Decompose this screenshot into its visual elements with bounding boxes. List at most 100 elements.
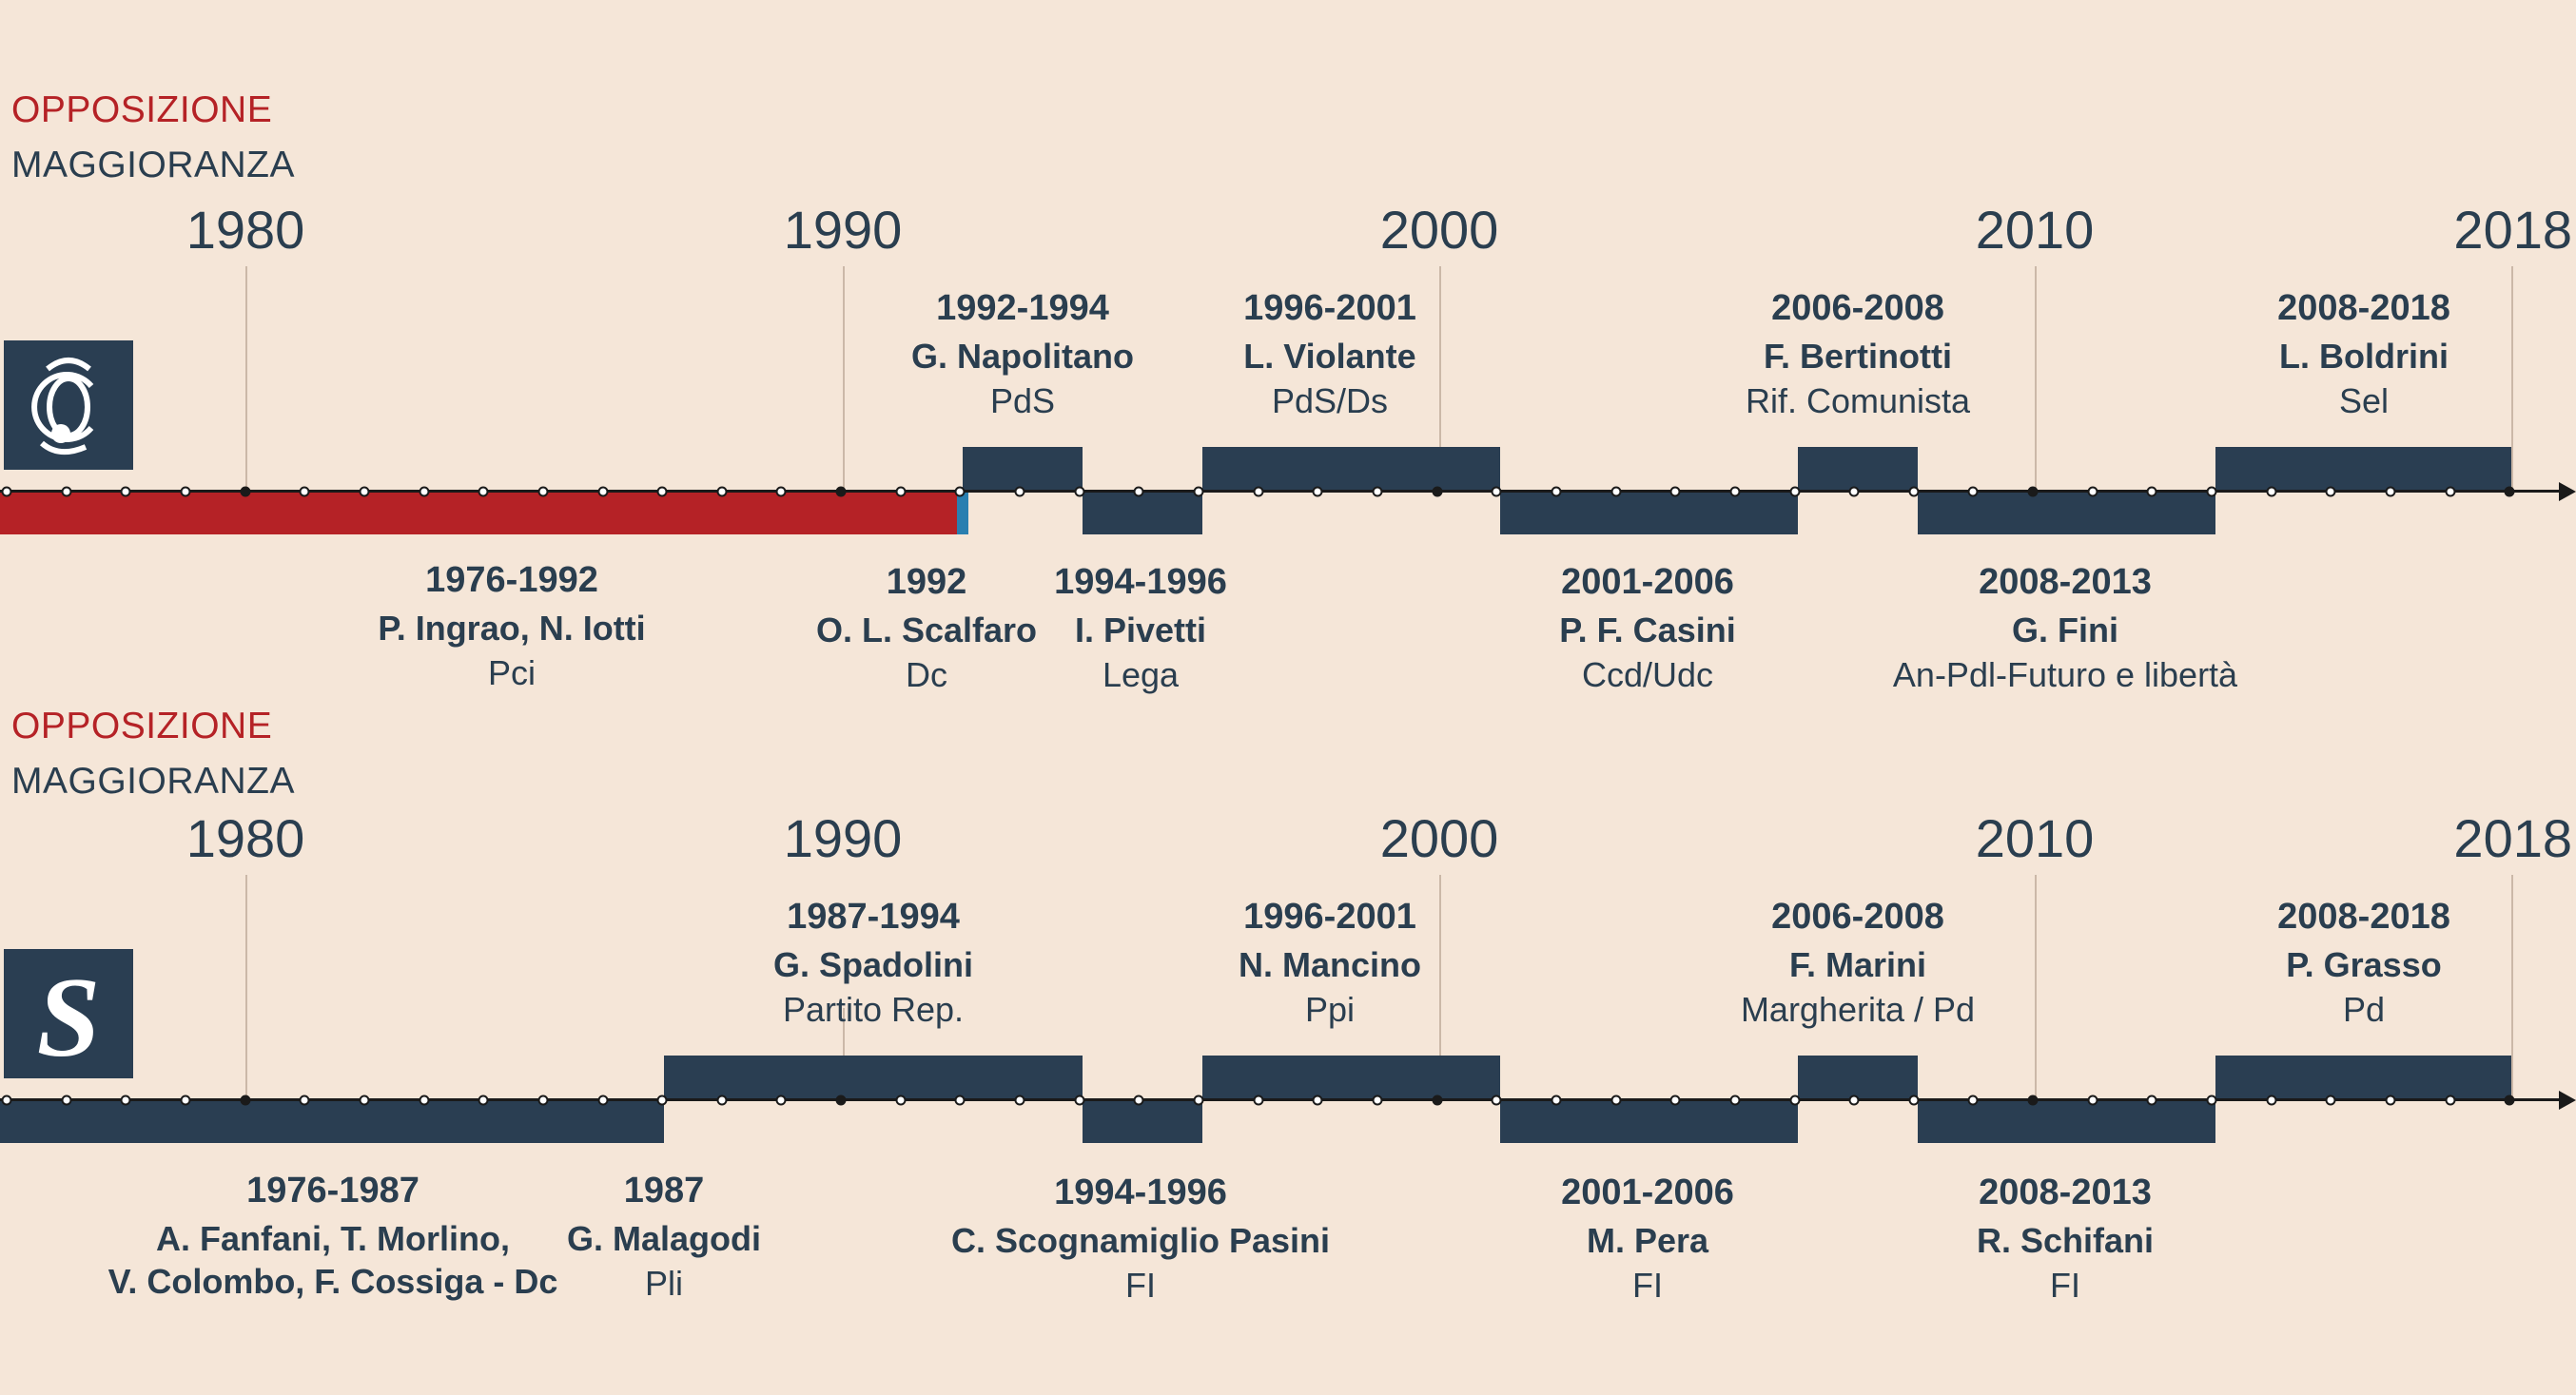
gridline xyxy=(2035,875,2037,1099)
bar-boldrini xyxy=(2215,447,2511,491)
year-tick xyxy=(2504,1095,2515,1106)
year-tick xyxy=(2325,486,2336,497)
year-tick xyxy=(1789,1095,1800,1106)
year-tick xyxy=(1133,486,1144,497)
year-tick xyxy=(1,1095,12,1106)
year-tick xyxy=(1253,1095,1264,1106)
timeline-axis xyxy=(0,1098,2559,1101)
gridline xyxy=(1439,266,1441,453)
year-tick xyxy=(2325,1095,2336,1106)
label-pera: 2001-2006 M. Pera FI xyxy=(1561,1172,1734,1305)
gridline xyxy=(2511,875,2513,1099)
year-tick xyxy=(2027,486,2039,497)
year-tick xyxy=(954,1095,966,1106)
year-tick xyxy=(2146,486,2157,497)
year-tick xyxy=(1967,1095,1979,1106)
year-2018: 2018 xyxy=(2453,808,2572,868)
bar-pera xyxy=(1500,1099,1798,1143)
bar-grasso xyxy=(2215,1056,2511,1099)
year-tick xyxy=(2385,486,2396,497)
year-2000: 2000 xyxy=(1379,808,1499,868)
year-tick xyxy=(1432,486,1443,497)
legend-majority: MAGGIORANZA xyxy=(11,761,296,802)
legend-opposition: OPPOSIZIONE xyxy=(11,706,273,746)
bar-majority-scalfaro xyxy=(957,491,968,534)
year-2010: 2010 xyxy=(1975,200,2095,260)
label-scalfaro: 1992 O. L. Scalfaro Dc xyxy=(815,562,1038,694)
label-scognamiglio: 1994-1996 C. Scognamiglio Pasini FI xyxy=(950,1172,1331,1305)
label-violante: 1996-2001 L. Violante PdS/Ds xyxy=(1243,288,1416,420)
bar-scognamiglio xyxy=(1083,1099,1202,1143)
year-tick xyxy=(180,1095,191,1106)
year-tick xyxy=(1,486,12,497)
year-tick xyxy=(299,486,310,497)
senato-logo: S xyxy=(4,949,133,1080)
gridline xyxy=(2035,266,2037,491)
year-tick xyxy=(240,486,251,497)
year-1990: 1990 xyxy=(783,808,903,868)
bar-schifani xyxy=(1918,1099,2215,1143)
year-tick xyxy=(1669,1095,1681,1106)
timeline-axis xyxy=(0,490,2559,493)
senato-logo-letter: S xyxy=(37,954,101,1078)
label-schifani: 2008-2013 R. Schifani FI xyxy=(1976,1172,2155,1305)
year-tick xyxy=(240,1095,251,1106)
year-tick xyxy=(2206,486,2217,497)
year-tick xyxy=(478,486,489,497)
bar-opposition-ingrao-iotti xyxy=(0,491,957,534)
gridline xyxy=(843,266,845,491)
year-tick xyxy=(1014,1095,1025,1106)
year-tick xyxy=(120,486,131,497)
label-fini: 2008-2013 G. Fini An-Pdl-Futuro e libertà xyxy=(1892,562,2238,694)
year-tick xyxy=(2266,1095,2277,1106)
year-tick xyxy=(1551,1095,1562,1106)
year-tick xyxy=(478,1095,489,1106)
year-tick xyxy=(1193,486,1204,497)
label-boldrini: 2008-2018 L. Boldrini Sel xyxy=(2277,288,2450,420)
year-tick xyxy=(359,486,370,497)
year-tick xyxy=(1133,1095,1144,1106)
bar-pivetti xyxy=(1083,491,1202,534)
year-tick xyxy=(656,1095,668,1106)
bar-spadolini xyxy=(664,1056,1083,1099)
year-tick xyxy=(61,1095,72,1106)
year-tick xyxy=(1848,486,1860,497)
year-tick xyxy=(1372,1095,1383,1106)
year-tick xyxy=(120,1095,131,1106)
year-tick xyxy=(1014,486,1025,497)
gridline xyxy=(245,875,247,1099)
year-tick xyxy=(895,486,907,497)
year-1990: 1990 xyxy=(783,200,903,260)
bar-fanfani-cossiga xyxy=(0,1099,664,1143)
gridline xyxy=(1439,875,1441,1061)
year-tick xyxy=(2385,1095,2396,1106)
year-tick xyxy=(1432,1095,1443,1106)
bar-marini xyxy=(1798,1056,1918,1099)
year-tick xyxy=(1193,1095,1204,1106)
year-tick xyxy=(597,486,608,497)
bar-napolitano xyxy=(963,447,1083,491)
year-tick xyxy=(1908,486,1920,497)
year-tick xyxy=(2087,1095,2098,1106)
gridline xyxy=(2511,266,2513,491)
year-tick xyxy=(1967,486,1979,497)
label-casini: 2001-2006 P. F. Casini Ccd/Udc xyxy=(1559,562,1736,694)
year-tick xyxy=(597,1095,608,1106)
year-tick xyxy=(1551,486,1562,497)
year-tick xyxy=(1312,486,1323,497)
year-tick xyxy=(2445,486,2456,497)
label-pivetti: 1994-1996 I. Pivetti Lega xyxy=(1054,562,1227,694)
bar-fini xyxy=(1918,491,2215,534)
year-2000: 2000 xyxy=(1379,200,1499,260)
label-ingrao-iotti: 1976-1992 P. Ingrao, N. Iotti Pci xyxy=(378,560,646,692)
year-tick xyxy=(537,1095,549,1106)
year-2018: 2018 xyxy=(2453,200,2572,260)
label-fanfani-cossiga: 1976-1987 A. Fanfani, T. Morlino, V. Colom… xyxy=(107,1171,558,1301)
year-tick xyxy=(2027,1095,2039,1106)
year-tick xyxy=(835,1095,847,1106)
year-tick xyxy=(1610,486,1622,497)
year-tick xyxy=(1729,1095,1741,1106)
bar-violante xyxy=(1202,447,1500,491)
label-malagodi: 1987 G. Malagodi Pli xyxy=(566,1171,762,1303)
legend-majority: MAGGIORANZA xyxy=(11,145,296,185)
